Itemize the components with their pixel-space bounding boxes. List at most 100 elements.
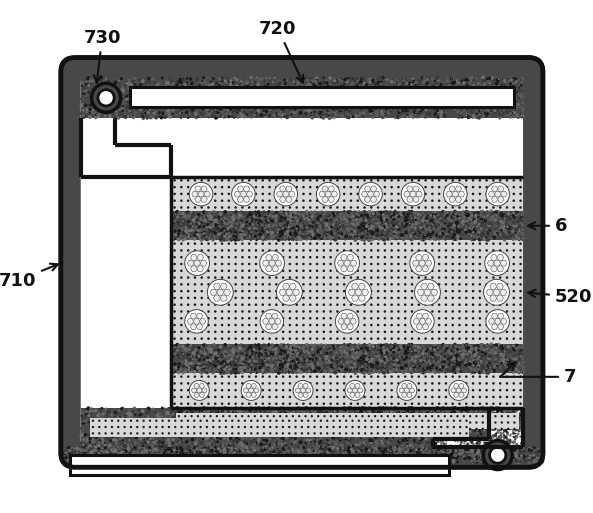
Circle shape xyxy=(205,407,206,408)
Circle shape xyxy=(346,210,348,213)
Circle shape xyxy=(428,233,429,235)
Circle shape xyxy=(221,353,222,356)
Circle shape xyxy=(475,366,479,370)
Circle shape xyxy=(146,87,148,89)
Circle shape xyxy=(270,437,272,438)
Circle shape xyxy=(248,403,250,405)
Circle shape xyxy=(164,461,165,462)
Circle shape xyxy=(342,358,346,362)
Circle shape xyxy=(187,344,189,346)
Circle shape xyxy=(285,457,286,459)
Circle shape xyxy=(463,98,465,100)
Circle shape xyxy=(522,415,524,417)
Circle shape xyxy=(274,457,277,460)
Circle shape xyxy=(418,360,419,361)
Circle shape xyxy=(177,94,181,97)
Circle shape xyxy=(98,432,100,435)
Circle shape xyxy=(257,105,260,107)
Circle shape xyxy=(278,104,280,106)
Circle shape xyxy=(200,283,203,286)
Circle shape xyxy=(416,360,417,362)
Circle shape xyxy=(213,236,216,239)
Circle shape xyxy=(484,220,487,222)
Circle shape xyxy=(237,88,239,90)
Circle shape xyxy=(323,369,327,373)
Circle shape xyxy=(283,357,286,361)
Circle shape xyxy=(458,389,461,391)
Circle shape xyxy=(480,459,482,461)
Circle shape xyxy=(397,179,400,182)
Circle shape xyxy=(494,109,496,112)
Circle shape xyxy=(499,382,502,385)
Circle shape xyxy=(173,403,176,405)
Circle shape xyxy=(89,408,93,411)
Circle shape xyxy=(152,441,156,444)
Circle shape xyxy=(466,81,469,84)
Circle shape xyxy=(251,105,254,109)
Circle shape xyxy=(351,77,353,80)
Circle shape xyxy=(244,227,248,230)
Circle shape xyxy=(113,415,114,416)
Circle shape xyxy=(266,228,269,231)
Circle shape xyxy=(358,456,362,459)
Circle shape xyxy=(503,349,506,352)
Circle shape xyxy=(507,451,509,453)
Circle shape xyxy=(201,452,202,453)
Circle shape xyxy=(287,101,291,104)
Circle shape xyxy=(295,223,299,227)
Circle shape xyxy=(317,238,320,241)
Circle shape xyxy=(355,454,358,457)
Circle shape xyxy=(227,345,229,346)
Circle shape xyxy=(371,455,374,459)
Circle shape xyxy=(218,434,219,436)
Circle shape xyxy=(225,105,227,106)
Circle shape xyxy=(200,429,203,432)
Circle shape xyxy=(281,85,283,87)
Circle shape xyxy=(441,420,444,424)
Circle shape xyxy=(269,438,271,441)
Circle shape xyxy=(331,415,334,418)
Circle shape xyxy=(218,448,221,451)
Circle shape xyxy=(264,222,266,223)
Circle shape xyxy=(471,89,473,91)
Circle shape xyxy=(330,89,333,91)
Circle shape xyxy=(235,449,239,452)
Circle shape xyxy=(387,354,388,356)
Circle shape xyxy=(231,88,232,89)
Circle shape xyxy=(304,421,306,423)
Circle shape xyxy=(332,417,334,420)
Circle shape xyxy=(438,310,441,313)
Circle shape xyxy=(200,350,202,351)
Circle shape xyxy=(333,231,337,235)
Circle shape xyxy=(413,439,416,442)
Circle shape xyxy=(485,358,487,359)
Circle shape xyxy=(223,227,225,228)
Circle shape xyxy=(396,213,397,214)
Circle shape xyxy=(234,214,235,215)
Circle shape xyxy=(232,83,233,84)
Circle shape xyxy=(315,411,316,412)
Circle shape xyxy=(390,403,393,405)
Circle shape xyxy=(228,461,229,462)
Circle shape xyxy=(298,415,300,418)
Circle shape xyxy=(485,220,487,222)
Circle shape xyxy=(173,219,174,220)
Circle shape xyxy=(377,206,380,209)
Circle shape xyxy=(476,352,478,354)
Circle shape xyxy=(223,425,224,426)
Circle shape xyxy=(221,415,222,417)
Circle shape xyxy=(318,94,321,98)
Circle shape xyxy=(397,263,400,265)
Circle shape xyxy=(446,110,448,112)
Circle shape xyxy=(473,457,476,460)
Circle shape xyxy=(174,97,176,99)
Circle shape xyxy=(401,455,403,458)
Circle shape xyxy=(169,462,171,464)
Circle shape xyxy=(474,456,475,457)
Circle shape xyxy=(192,413,195,417)
Circle shape xyxy=(282,232,283,233)
Circle shape xyxy=(348,226,349,227)
Circle shape xyxy=(372,218,375,220)
Circle shape xyxy=(375,354,379,358)
Circle shape xyxy=(189,407,192,411)
